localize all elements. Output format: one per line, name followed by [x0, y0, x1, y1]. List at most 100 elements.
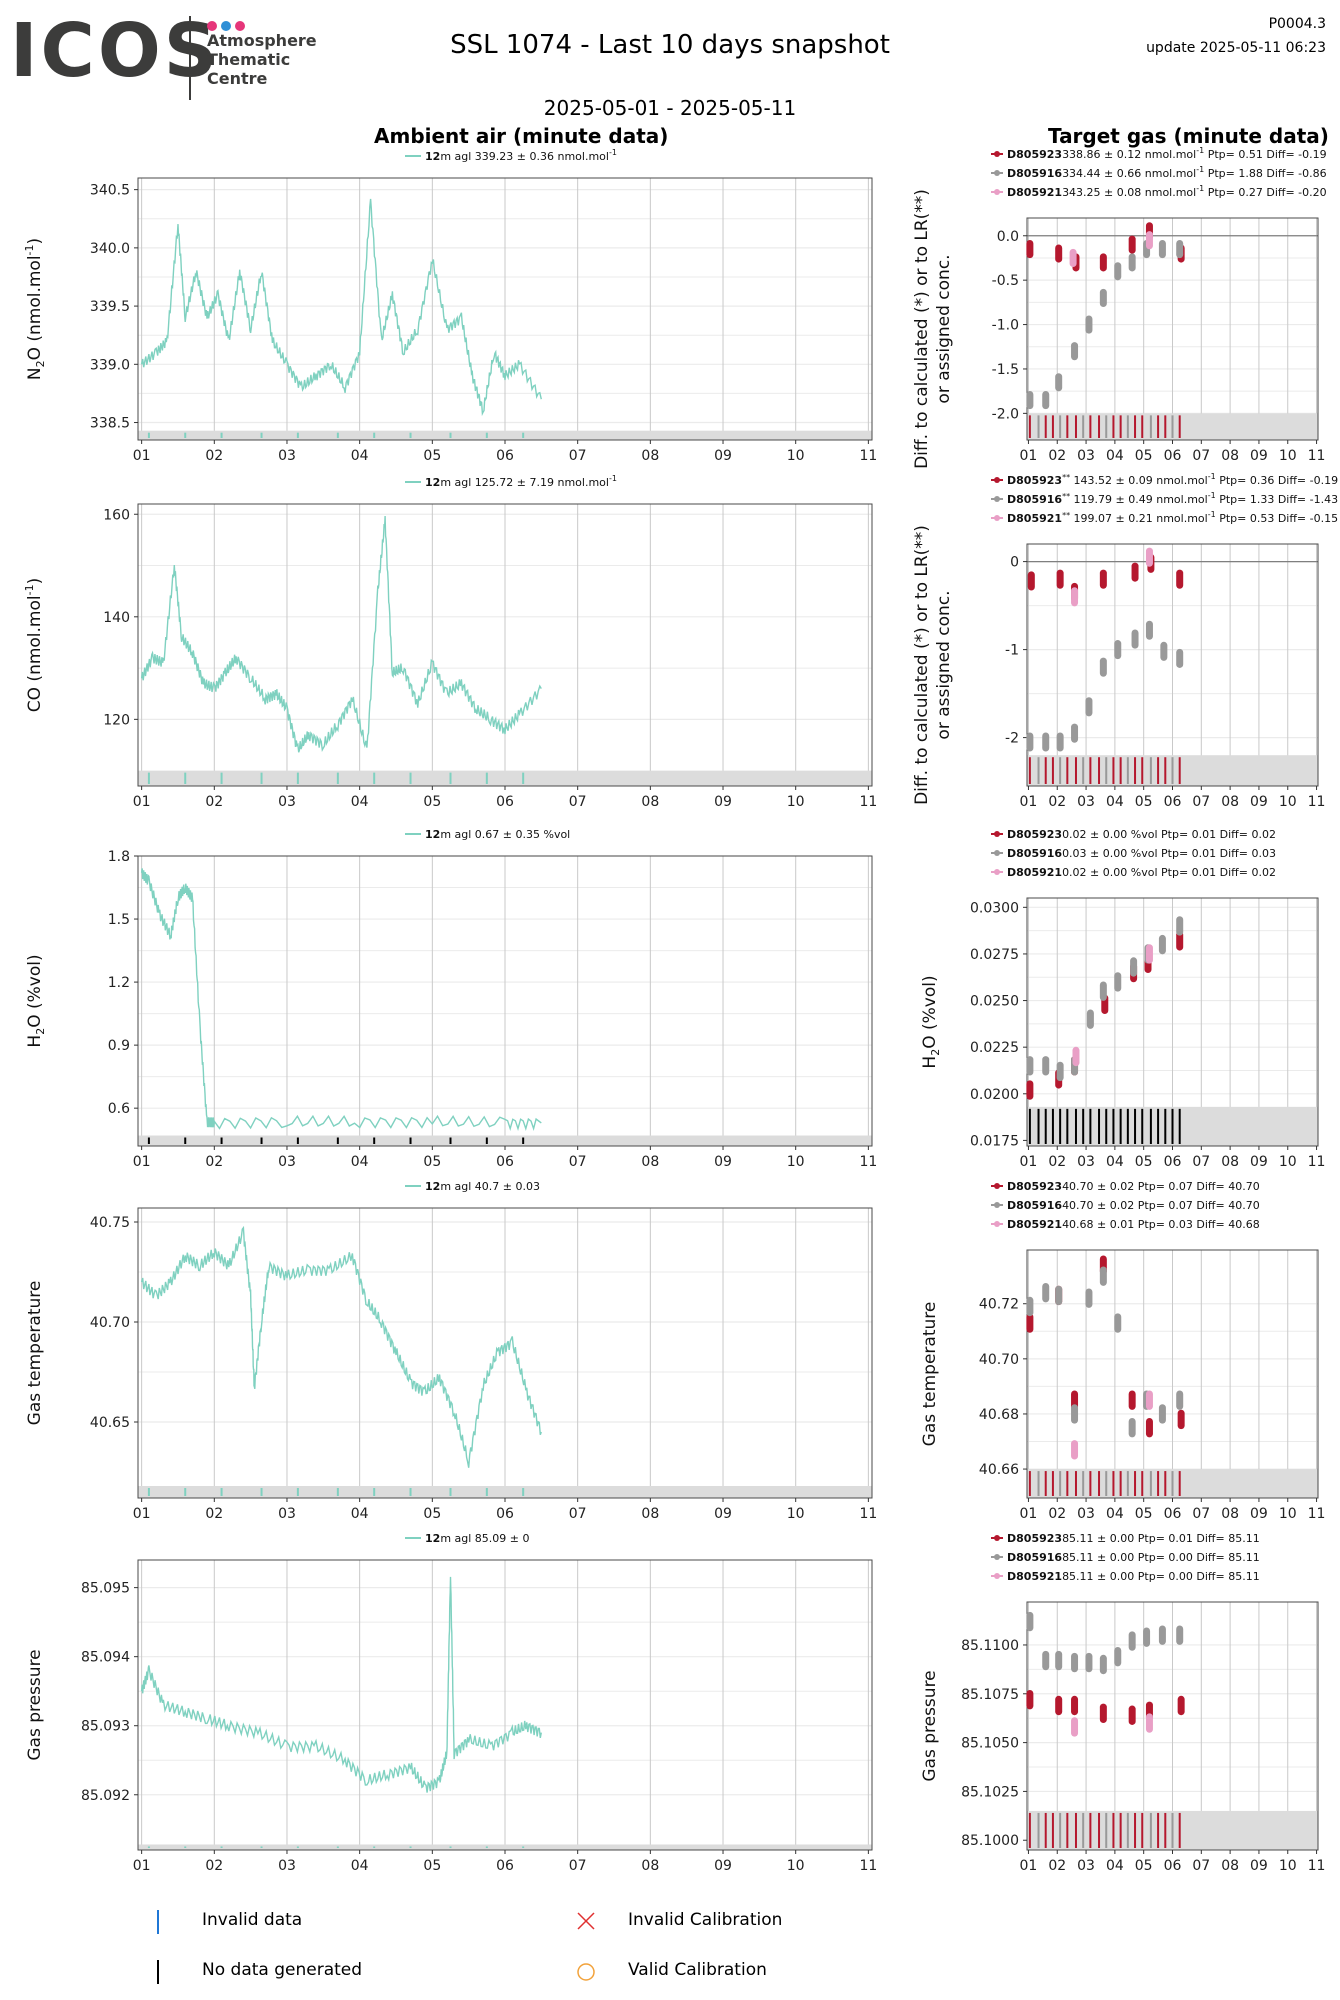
date-range: 2025-05-01 - 2025-05-11: [543, 96, 797, 120]
x-tick-label: 08: [1221, 448, 1239, 464]
x-tick-label: 10: [1279, 1506, 1297, 1522]
y-tick-label: 0.6: [108, 1101, 130, 1117]
x-tick-label: 02: [205, 1154, 223, 1170]
legend-dot-D805923: [994, 831, 1000, 837]
invalid-data-label: Invalid data: [202, 1910, 303, 1930]
legend-dot-D805916: [994, 1202, 1000, 1208]
panel-ambient-gas-pressure: 85.092 85.093 85.094 85.095 01 02 03 04 05 06 07 08…: [25, 1532, 877, 1874]
legend-label-D805923: D805923** 143.52 ± 0.09 nmol.mol-1 Ptp= …: [1007, 472, 1338, 487]
legend-label-D805916: D80591685.11 ± 0.00 Ptp= 0.00 Diff= 85.1…: [1007, 1551, 1260, 1564]
x-tick-label: 11: [859, 1154, 877, 1170]
y-axis-label-line: or assigned conc.: [934, 590, 954, 739]
x-tick-label: 05: [423, 1858, 441, 1874]
x-tick-label: 03: [278, 1506, 296, 1522]
y-tick-label: 0: [1010, 555, 1019, 571]
y-tick-label: 339.0: [90, 357, 130, 373]
y-axis-label: N2O (nmol.mol-1): [23, 238, 47, 380]
y-tick-label: 1.8: [108, 849, 130, 865]
y-tick-label: 0.0250: [970, 994, 1019, 1010]
x-tick-label: 10: [1279, 448, 1297, 464]
x-tick-label: 09: [714, 1154, 732, 1170]
y-tick-label: 340.0: [90, 241, 130, 257]
x-tick-label: 01: [1020, 448, 1038, 464]
series-line-12m agl: [140, 1576, 542, 1793]
legend-dot-D805921: [994, 1573, 1000, 1579]
panel-ambient-gas-temperature: 40.65 40.70 40.75 01 02 03 04 05 06 07 08 09 10 11 12m…: [25, 1180, 877, 1522]
y-tick-label: -1.0: [992, 318, 1019, 334]
x-tick-label: 09: [714, 448, 732, 464]
legend-label-D805921: D80592140.68 ± 0.01 Ptp= 0.03 Diff= 40.6…: [1007, 1218, 1260, 1231]
x-tick-label: 07: [569, 1154, 587, 1170]
y-tick-label: 339.5: [90, 299, 130, 315]
x-tick-label: 05: [423, 448, 441, 464]
x-tick-label: 11: [1308, 1506, 1326, 1522]
x-tick-label: 02: [205, 1858, 223, 1874]
legend-dot-D805921: [994, 1221, 1000, 1227]
x-tick-label: 11: [859, 1858, 877, 1874]
legend-label: 12m agl 0.67 ± 0.35 %vol: [425, 828, 570, 841]
y-axis-label: Gas temperature: [920, 1302, 940, 1447]
legend-label-D805921: D80592185.11 ± 0.00 Ptp= 0.00 Diff= 85.1…: [1007, 1570, 1260, 1583]
page-title: SSL 1074 - Last 10 days snapshot: [450, 30, 890, 60]
legend-dot-D805916: [994, 170, 1000, 176]
legend-label-D805921: D805921343.25 ± 0.08 nmol.mol-1 Ptp= 0.2…: [1007, 184, 1327, 199]
x-tick-label: 10: [787, 1506, 805, 1522]
x-tick-label: 03: [278, 448, 296, 464]
x-tick-label: 01: [1020, 794, 1038, 810]
y-axis-label: H2O (%vol): [25, 954, 47, 1047]
logo-dot-1: [207, 21, 217, 31]
x-tick-label: 08: [1221, 1858, 1239, 1874]
series-line-12m agl: [140, 515, 542, 753]
target-column-title: Target gas (minute data): [1048, 124, 1329, 148]
x-tick-label: 04: [1106, 794, 1124, 810]
valid-calibration-symbol: [577, 1963, 595, 1981]
x-tick-label: 08: [1221, 1506, 1239, 1522]
x-tick-label: 05: [423, 794, 441, 810]
y-tick-label: -1: [1005, 643, 1019, 659]
no-data-band: [138, 770, 872, 786]
x-tick-label: 06: [496, 1154, 514, 1170]
x-tick-label: 11: [1308, 448, 1326, 464]
y-tick-label: 140: [103, 610, 130, 626]
x-tick-label: 01: [1020, 1506, 1038, 1522]
y-tick-label: -1.5: [992, 362, 1019, 378]
legend-label-D805923: D80592340.70 ± 0.02 Ptp= 0.07 Diff= 40.7…: [1007, 1180, 1260, 1193]
y-tick-label: 40.66: [979, 1462, 1019, 1478]
x-tick-label: 04: [351, 1154, 369, 1170]
series-line-12m agl: [140, 868, 542, 1132]
x-tick-label: 03: [278, 794, 296, 810]
legend-dot-D805923: [994, 477, 1000, 483]
x-tick-label: 01: [1020, 1858, 1038, 1874]
no-data-band: [138, 1844, 872, 1850]
x-tick-label: 11: [859, 448, 877, 464]
y-tick-label: 338.5: [90, 416, 130, 432]
x-tick-label: 09: [1250, 794, 1268, 810]
legend-label-D805923: D8059230.02 ± 0.00 %vol Ptp= 0.01 Diff= …: [1007, 828, 1276, 841]
x-tick-label: 05: [1135, 794, 1153, 810]
x-tick-label: 06: [1164, 448, 1182, 464]
y-tick-label: 40.70: [90, 1315, 130, 1331]
x-tick-label: 02: [205, 448, 223, 464]
series-line-12m agl: [140, 198, 542, 417]
x-tick-label: 03: [1077, 1154, 1095, 1170]
legend-dot-D805921: [994, 515, 1000, 521]
page-header: ICOS Atmosphere Thematic Centre SSL 1074…: [0, 0, 1340, 125]
legend-label-D805923: D80592385.11 ± 0.00 Ptp= 0.01 Diff= 85.1…: [1007, 1532, 1260, 1545]
x-tick-label: 10: [787, 1154, 805, 1170]
y-tick-label: 85.1000: [961, 1833, 1019, 1849]
panel-target-n2o: -2.0 -1.5 -1.0 -0.5 0.0 01 02 03 04 05 06 07 08 09 10 1…: [912, 146, 1327, 469]
x-tick-label: 01: [133, 1154, 151, 1170]
x-tick-label: 08: [641, 1858, 659, 1874]
x-tick-label: 01: [133, 448, 151, 464]
x-tick-label: 01: [133, 794, 151, 810]
y-axis-label: Gas pressure: [25, 1649, 45, 1760]
y-tick-label: 40.70: [979, 1352, 1019, 1368]
x-tick-label: 07: [1192, 1858, 1210, 1874]
x-tick-label: 09: [1250, 1154, 1268, 1170]
logo-line-2: Thematic: [207, 50, 291, 69]
y-tick-label: 0.0175: [970, 1133, 1019, 1149]
x-tick-label: 02: [1048, 448, 1066, 464]
panel-ambient-co: 120 140 160 01 02 03 04 05 06 07 08 09 10 11 12m agl 1…: [23, 474, 877, 810]
panel-target-gas-temperature: 40.66 40.68 40.70 40.72 01 02 03 04 05 06 07 08 09 10…: [920, 1180, 1325, 1522]
